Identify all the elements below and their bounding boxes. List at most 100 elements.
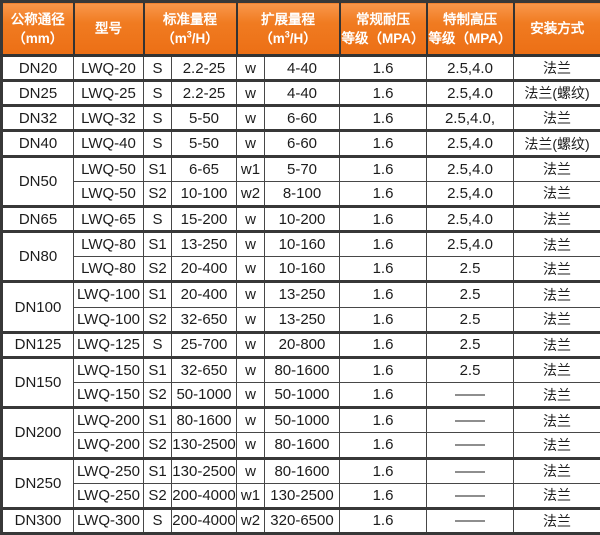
cell-ext-range: 80-1600 bbox=[264, 355, 340, 384]
cell-std-code: S1 bbox=[143, 154, 172, 182]
cell-mpa-std: 1.6 bbox=[339, 456, 427, 484]
cell-mpa-hp: 2.5 bbox=[426, 256, 514, 283]
cell-std-range: 13-250 bbox=[171, 230, 237, 258]
cell-std-code: S1 bbox=[143, 355, 172, 384]
header-installation: 安装方式 bbox=[512, 0, 600, 57]
cell-ext-code: w1 bbox=[236, 154, 265, 182]
cell-ext-code: w bbox=[236, 104, 265, 132]
table-row: DN100 LWQ-100 S1 20-400 w 13-250 1.6 2.5… bbox=[1, 280, 600, 333]
cell-std-code: S bbox=[143, 204, 172, 233]
table-row: LWQ-150 S2 50-1000 w 50-1000 1.6 —— 法兰 bbox=[2, 382, 600, 409]
table-header: 公称通径 （mm） 型号 标准量程 （m3/H） 扩展量程 （m3/H） 常规耐… bbox=[0, 0, 600, 57]
header-standard-pressure: 常规耐压 等级（MPA） bbox=[338, 0, 428, 57]
cell-install: 法兰 bbox=[513, 406, 600, 434]
cell-model: LWQ-125 bbox=[73, 330, 144, 358]
cell-install: 法兰(螺纹) bbox=[513, 79, 600, 107]
header-standard-pressure-line2: 等级（MPA） bbox=[341, 30, 425, 46]
table-row: DN300 LWQ-300 S 200-4000 w2 320-6500 1.6… bbox=[1, 506, 600, 535]
cell-model: LWQ-100 bbox=[73, 280, 144, 308]
cell-mpa-hp: 2.5 bbox=[426, 306, 514, 333]
header-nominal-diameter-line1: 公称通径 bbox=[10, 11, 65, 27]
cell-model: LWQ-300 bbox=[73, 506, 144, 535]
superscript-3: 3 bbox=[186, 29, 192, 39]
cell-std-code: S2 bbox=[143, 256, 172, 283]
header-high-pressure-line2: 等级（MPA） bbox=[428, 30, 512, 46]
cell-install: 法兰 bbox=[513, 154, 600, 182]
header-model: 型号 bbox=[72, 0, 145, 57]
cell-model: LWQ-250 bbox=[73, 482, 144, 509]
header-nominal-diameter-line2: （mm） bbox=[12, 30, 64, 46]
header-row: 公称通径 （mm） 型号 标准量程 （m3/H） 扩展量程 （m3/H） 常规耐… bbox=[0, 0, 600, 57]
cell-mpa-std: 1.6 bbox=[339, 382, 427, 409]
cell-mpa-hp: 2.5,4.0 bbox=[426, 129, 514, 157]
cell-install: 法兰 bbox=[513, 382, 600, 409]
header-standard-range-line2: （m3/H） bbox=[161, 29, 219, 46]
header-extended-range: 扩展量程 （m3/H） bbox=[235, 0, 341, 57]
cell-ext-range: 50-1000 bbox=[264, 406, 340, 434]
cell-model: LWQ-20 bbox=[73, 53, 144, 82]
cell-mpa-std: 1.6 bbox=[339, 280, 427, 308]
cell-mpa-std: 1.6 bbox=[339, 79, 427, 107]
cell-ext-code: w bbox=[236, 355, 265, 384]
cell-std-code: S bbox=[143, 330, 172, 358]
header-installation-label: 安装方式 bbox=[530, 21, 585, 36]
cell-ext-range: 13-250 bbox=[264, 306, 340, 333]
cell-std-range: 200-4000 bbox=[171, 482, 237, 509]
cell-model: LWQ-25 bbox=[73, 79, 144, 107]
cell-mpa-std: 1.6 bbox=[339, 330, 427, 358]
cell-std-code: S bbox=[143, 79, 172, 107]
cell-mpa-hp: 2.5,4.0 bbox=[426, 79, 514, 107]
cell-std-range: 20-400 bbox=[171, 280, 237, 308]
cell-mpa-std: 1.6 bbox=[339, 53, 427, 82]
cell-mpa-hp: —— bbox=[426, 406, 514, 434]
cell-ext-code: w bbox=[236, 230, 265, 258]
cell-std-range: 25-700 bbox=[171, 330, 237, 358]
cell-model: LWQ-150 bbox=[73, 355, 144, 384]
cell-model: LWQ-150 bbox=[73, 382, 144, 409]
table-row: LWQ-100 S2 32-650 w 13-250 1.6 2.5 法兰 bbox=[2, 306, 600, 333]
cell-dn: DN150 bbox=[1, 355, 74, 409]
cell-std-code: S2 bbox=[143, 382, 172, 409]
cell-mpa-hp: —— bbox=[426, 482, 514, 509]
cell-std-range: 80-1600 bbox=[171, 406, 237, 434]
cell-mpa-hp: —— bbox=[426, 506, 514, 535]
cell-mpa-hp: —— bbox=[426, 432, 514, 459]
cell-ext-range: 10-160 bbox=[264, 256, 340, 283]
header-standard-range-line1: 标准量程 bbox=[163, 11, 217, 27]
cell-std-range: 130-2500 bbox=[171, 456, 237, 484]
cell-ext-code: w bbox=[236, 432, 265, 459]
cell-std-code: S1 bbox=[143, 230, 172, 258]
cell-ext-code: w bbox=[236, 406, 265, 434]
cell-ext-code: w bbox=[236, 330, 265, 358]
cell-std-code: S1 bbox=[143, 280, 172, 308]
cell-dn: DN32 bbox=[1, 104, 74, 132]
cell-install: 法兰 bbox=[513, 104, 600, 132]
cell-install: 法兰 bbox=[513, 204, 600, 233]
table-row: DN25 LWQ-25 S 2.2-25 w 4-40 1.6 2.5,4.0 … bbox=[1, 79, 600, 107]
cell-install: 法兰 bbox=[513, 180, 600, 207]
cell-std-code: S2 bbox=[143, 306, 172, 333]
cell-model: LWQ-32 bbox=[73, 104, 144, 132]
cell-ext-code: w bbox=[236, 306, 265, 333]
cell-mpa-hp: 2.5 bbox=[426, 330, 514, 358]
cell-mpa-hp: —— bbox=[426, 456, 514, 484]
table-row: DN150 LWQ-150 S1 32-650 w 80-1600 1.6 2.… bbox=[1, 355, 600, 409]
table-row: DN80 LWQ-80 S1 13-250 w 10-160 1.6 2.5,4… bbox=[1, 230, 600, 283]
cell-std-code: S bbox=[143, 104, 172, 132]
cell-ext-range: 4-40 bbox=[264, 53, 340, 82]
header-standard-range: 标准量程 （m3/H） bbox=[142, 0, 238, 57]
cell-install: 法兰 bbox=[513, 230, 600, 258]
cell-dn: DN250 bbox=[1, 456, 74, 509]
cell-ext-range: 10-160 bbox=[264, 230, 340, 258]
cell-mpa-std: 1.6 bbox=[339, 506, 427, 535]
cell-std-range: 2.2-25 bbox=[171, 53, 237, 82]
cell-model: LWQ-65 bbox=[73, 204, 144, 233]
cell-ext-range: 80-1600 bbox=[264, 432, 340, 459]
header-high-pressure-line1: 特制高压 bbox=[443, 11, 497, 27]
cell-model: LWQ-80 bbox=[73, 230, 144, 258]
cell-std-code: S1 bbox=[143, 406, 172, 434]
cell-std-code: S2 bbox=[143, 432, 172, 459]
cell-ext-range: 130-2500 bbox=[264, 482, 340, 509]
cell-mpa-std: 1.6 bbox=[339, 204, 427, 233]
cell-ext-range: 13-250 bbox=[264, 280, 340, 308]
